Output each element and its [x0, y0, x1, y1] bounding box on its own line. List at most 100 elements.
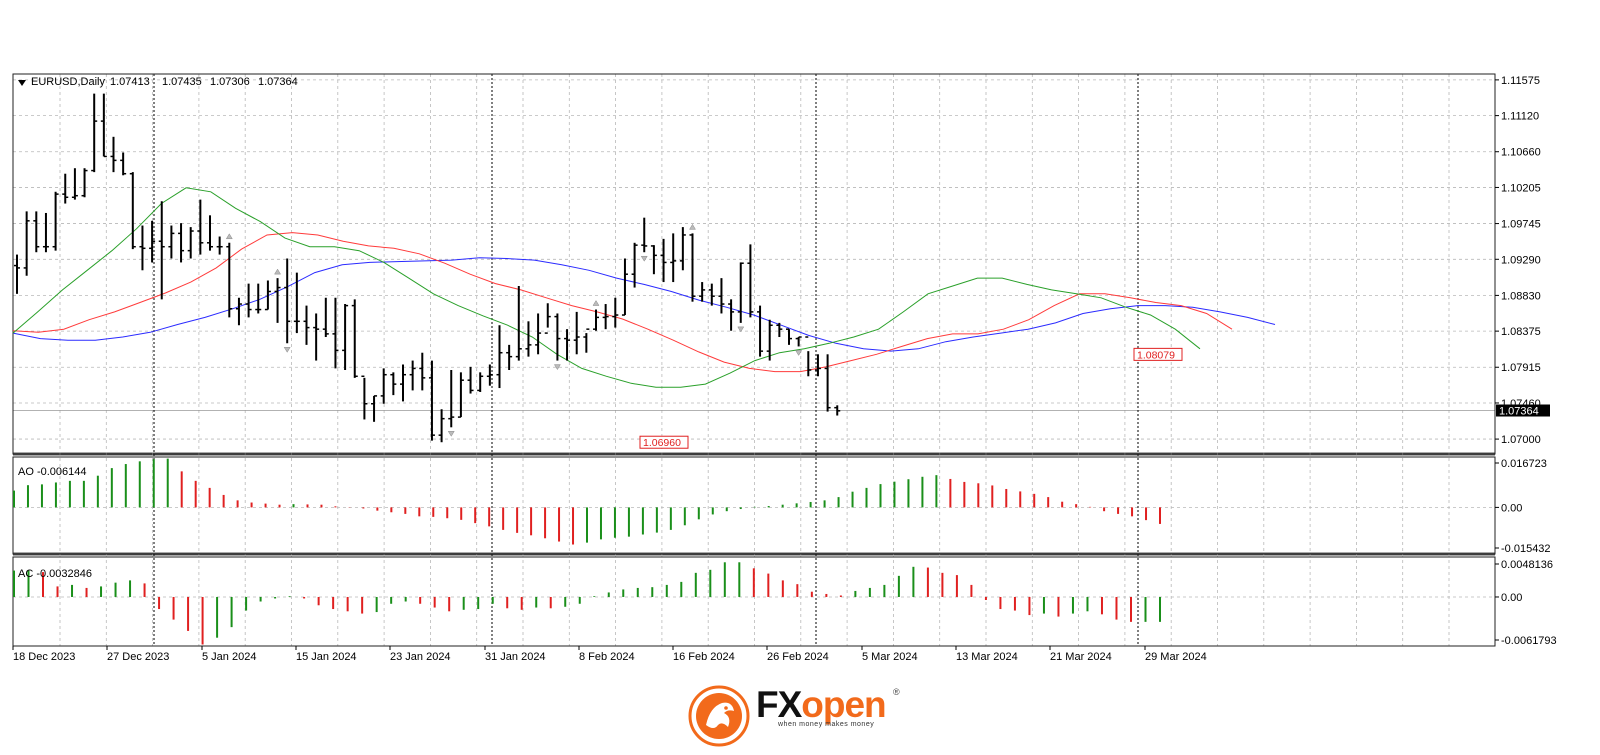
price-tick-label: 1.09290	[1501, 254, 1541, 266]
ohlc-bar	[814, 354, 821, 377]
ohlc-bar	[120, 152, 127, 176]
ohlc-bar	[293, 272, 300, 334]
date-tick-label: 26 Feb 2024	[767, 651, 829, 663]
ohlc-bar	[496, 325, 503, 389]
ohlc-bar	[641, 217, 648, 253]
ma-green-line	[12, 187, 1201, 388]
trading-chart[interactable]: 1.06960 1.08079 1.11575 1.11120 1.10660 1.10…	[0, 0, 1600, 680]
fractal-up-marker	[689, 223, 696, 230]
ohlc-bar	[670, 233, 677, 283]
ohlc-bar	[737, 262, 744, 323]
ohlc-bar	[477, 372, 484, 392]
ohlc-bar	[33, 211, 40, 253]
ohlc-bar	[805, 336, 812, 377]
axis-labels: 1.11575 1.11120 1.10660 1.10205 1.09745 1.092…	[12, 75, 1557, 663]
fractal-down-marker	[447, 431, 455, 437]
price-tick-label: 1.10660	[1501, 147, 1541, 159]
ohlc-bar	[535, 313, 542, 355]
ohlc-bar	[81, 168, 88, 198]
registered-mark: ®	[893, 687, 900, 697]
fractal-down-marker	[283, 347, 291, 353]
ao-label: AO -0.006144	[18, 466, 87, 478]
ohlc-bar	[400, 364, 406, 402]
ohlc-bar	[129, 172, 136, 250]
ohlc-bar	[467, 366, 474, 394]
ohlc-bar	[583, 328, 590, 353]
last-price-box	[1496, 404, 1550, 417]
ohlc-bar	[747, 244, 754, 318]
ohlc-bar	[158, 201, 165, 300]
fractal-markers	[225, 223, 803, 437]
ohlc-bar	[564, 329, 571, 361]
ohlc-bar	[322, 297, 329, 338]
ohlc-bar	[197, 199, 204, 255]
ohlc-bar	[824, 354, 831, 412]
ac-label: AC -0.0032846	[18, 568, 92, 580]
fractal-up-marker	[225, 233, 233, 240]
date-tick-label: 5 Jan 2024	[202, 651, 256, 663]
date-tick-label: 23 Jan 2024	[390, 651, 451, 663]
ohlc-bar	[264, 280, 271, 311]
last-price-label: 1.07364	[1499, 406, 1539, 418]
price-tick-label: 1.10205	[1501, 182, 1541, 194]
ohlc-bar	[506, 344, 513, 370]
date-tick-label: 29 Mar 2024	[1145, 651, 1207, 663]
ohlc-bar	[409, 360, 416, 391]
period-separators	[153, 74, 1139, 646]
ohlc-bar	[235, 297, 242, 326]
ohlc-bar	[593, 309, 599, 331]
ohlc-bar	[139, 225, 146, 271]
ohlc-bar	[361, 375, 368, 420]
price-bars	[14, 93, 841, 443]
fxopen-dragon-icon	[688, 685, 750, 747]
ohlc-bar	[380, 368, 387, 404]
ohlc-bar	[284, 258, 291, 344]
ohlc-bar	[313, 313, 320, 361]
ohlc-bar	[457, 372, 464, 418]
fxopen-tagline: when money makes money	[778, 721, 875, 728]
ohlc-bar	[390, 372, 397, 396]
ohlc-bar	[351, 299, 358, 378]
price-tick-label: 1.07915	[1501, 362, 1541, 374]
ohlc-bar	[62, 173, 69, 204]
ohlc-bar	[708, 283, 715, 306]
ao-tick-label: 0.016723	[1501, 458, 1547, 470]
ohlc-bar	[438, 409, 445, 443]
annotation-label: 1.08079	[1137, 349, 1175, 361]
ohlc-bar	[245, 283, 252, 318]
ohlc-bar	[766, 319, 773, 361]
fxopen-wordmark: FXopen	[756, 684, 887, 725]
ohlc-bar	[448, 369, 455, 428]
date-tick-label: 31 Jan 2024	[485, 651, 546, 663]
date-tick-label: 21 Mar 2024	[1050, 651, 1112, 663]
date-tick-label: 27 Dec 2023	[107, 651, 169, 663]
ohlc-bar	[834, 405, 841, 416]
ohlc-close: 1.07364	[258, 76, 298, 88]
ohlc-bar	[795, 336, 802, 347]
ohlc-bar	[207, 215, 213, 251]
ohlc-bar	[786, 328, 792, 345]
ohlc-bar	[660, 238, 667, 283]
ac-tick-label: -0.0061793	[1501, 635, 1557, 647]
ohlc-open: 1.07413	[110, 76, 150, 88]
fractal-up-marker	[592, 300, 600, 306]
ohlc-bar	[91, 93, 98, 173]
date-tick-label: 18 Dec 2023	[13, 651, 75, 663]
price-tick-label: 1.11120	[1501, 111, 1539, 123]
ohlc-bar	[515, 285, 522, 361]
ohlc-bar	[650, 245, 657, 275]
ao-tick-label: 0.00	[1501, 502, 1522, 514]
price-annotations: 1.06960 1.08079	[639, 347, 1183, 449]
chart-grid	[13, 74, 1495, 646]
ohlc-bar	[332, 297, 339, 369]
fractal-down-marker	[795, 350, 803, 356]
date-tick-label: 8 Feb 2024	[579, 651, 635, 663]
ohlc-high: 1.07435	[162, 76, 202, 88]
ohlc-bar	[274, 278, 281, 323]
annotation-label: 1.06960	[643, 437, 681, 449]
fractal-up-marker	[274, 268, 281, 275]
ohlc-bar	[226, 242, 233, 318]
date-tick-label: 5 Mar 2024	[862, 651, 918, 663]
ohlc-bar	[303, 305, 310, 345]
dropdown-triangle-icon[interactable]	[18, 80, 26, 86]
